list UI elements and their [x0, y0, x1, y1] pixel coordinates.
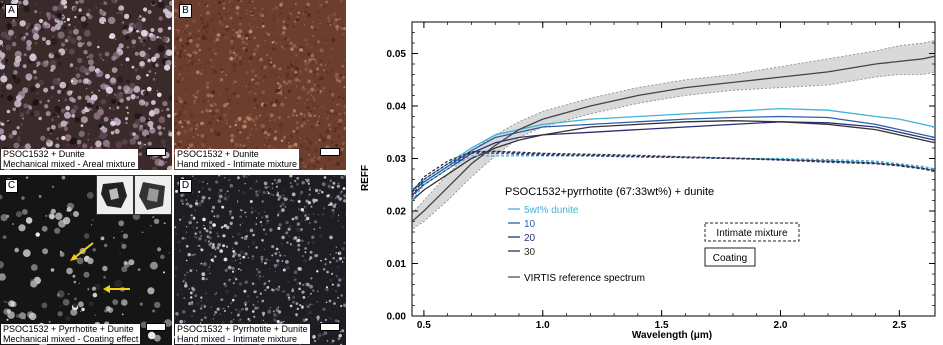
series-line-coating-2 — [411, 121, 936, 196]
series-line-coating-0 — [411, 107, 936, 191]
legend-entry-1: 10 — [524, 219, 536, 230]
series-line-coating-3 — [411, 120, 936, 201]
panel-d-caption-line1: PSOC1532 + Pyrrhotite + Dunite — [177, 324, 308, 334]
x-tick-label: 1.0 — [536, 320, 550, 331]
legend-reference-label: VIRTIS reference spectrum — [524, 273, 645, 284]
panel-b-texture — [174, 0, 346, 170]
panel-c-scale-bar — [146, 323, 166, 331]
series-line-reference — [411, 55, 936, 222]
x-axis-label: Wavelength (μm) — [632, 330, 712, 341]
panel-c-insets — [96, 175, 172, 215]
panel-a-letter: A — [5, 4, 18, 18]
panel-d-texture — [174, 175, 346, 345]
panel-c-caption-line2: Mechanical mixed - Coating effect — [3, 334, 139, 344]
panel-b-letter: B — [179, 4, 192, 18]
inset-right-image — [135, 176, 171, 214]
chart-axes: 0.00 0.01 0.02 0.03 0.04 0.05 0.5 1.0 1.5 2.0 2.5 — [387, 21, 936, 331]
y-tick-label: 0.02 — [387, 207, 407, 218]
inset-left-image — [97, 176, 133, 214]
panel-d-letter: D — [179, 179, 192, 193]
y-tick-label: 0.00 — [387, 312, 407, 323]
legend-coating-label: Coating — [713, 253, 747, 264]
x-tick-label: 0.5 — [417, 320, 431, 331]
panel-b-caption-line1: PSOC1532 + Dunite — [177, 149, 259, 159]
panel-b: B PSOC1532 + Dunite Hand mixed - Intimat… — [174, 0, 346, 170]
panel-c-letter: C — [5, 179, 18, 193]
reference-uncertainty-band — [411, 39, 936, 231]
x-tick-label: 2.5 — [892, 320, 906, 331]
legend-intimate-label: Intimate mixture — [716, 228, 788, 239]
panel-b-caption: PSOC1532 + Dunite Hand mixed - Intimate … — [175, 149, 300, 169]
y-tick-label: 0.05 — [387, 49, 407, 60]
legend-entry-3: 30 — [524, 247, 536, 258]
chart-series — [411, 55, 936, 222]
micrograph-panels: A PSOC1532 + Dunite Mechanical mixed - A… — [0, 0, 346, 345]
y-tick-label: 0.03 — [387, 154, 407, 165]
y-axis-label: REFF — [360, 165, 371, 191]
panel-b-scale-bar — [320, 148, 340, 156]
chart-legend: PSOC1532+pyrrhotite (67:33wt%) + dunite … — [505, 186, 800, 284]
yellow-arrow-upper — [73, 242, 94, 259]
legend-entry-2: 20 — [524, 233, 536, 244]
legend-intimate-box — [704, 222, 800, 242]
panel-a-scale-bar — [146, 148, 166, 156]
panel-c-arrows — [70, 242, 130, 293]
panel-c-inset-right — [134, 175, 172, 215]
series-line-intimate-7 — [411, 150, 936, 193]
yellow-arrowhead-upper — [70, 254, 78, 261]
panel-d: D PSOC1532 + Pyrrhotite + Dunite Hand mi… — [174, 175, 346, 345]
panel-a: A PSOC1532 + Dunite Mechanical mixed - A… — [0, 0, 172, 170]
panel-d-caption: PSOC1532 + Pyrrhotite + Dunite Hand mixe… — [175, 324, 310, 344]
panel-c-caption: PSOC1532 + Pyrrhotite + Dunite Mechanica… — [1, 324, 141, 344]
panel-a-caption-line1: PSOC1532 + Dunite — [3, 149, 85, 159]
legend-title: PSOC1532+pyrrhotite (67:33wt%) + dunite — [505, 186, 714, 198]
x-tick-label: 2.0 — [774, 320, 788, 331]
x-tick-label: 1.5 — [655, 320, 669, 331]
reflectance-chart: 0.000.010.020.030.040.050.5 1.0 1.5 2.0 2.5 … — [360, 21, 936, 341]
legend-entry-0: 5wt% dunite — [524, 205, 579, 216]
panel-a-caption: PSOC1532 + Dunite Mechanical mixed - Are… — [1, 149, 138, 169]
panel-a-caption-line2: Mechanical mixed - Areal mixture — [3, 159, 136, 169]
y-tick-label: 0.01 — [387, 259, 407, 270]
panel-c-caption-line1: PSOC1532 + Pyrrhotite + Dunite — [3, 324, 134, 334]
panel-d-scale-bar — [320, 323, 340, 331]
panel-a-texture — [0, 0, 172, 170]
legend-coating-box — [704, 247, 756, 267]
panel-c: C PSOC1532 + Pyrrhotite + Dunite Mechani… — [0, 175, 172, 345]
panel-b-caption-line2: Hand mixed - Intimate mixture — [177, 159, 298, 169]
y-tick-label: 0.04 — [387, 102, 407, 113]
yellow-arrowhead-lower — [103, 285, 110, 293]
panel-d-caption-line2: Hand mixed - Intimate mixture — [177, 334, 298, 344]
reference-band-area — [411, 39, 936, 231]
panel-c-inset-left — [96, 175, 134, 215]
